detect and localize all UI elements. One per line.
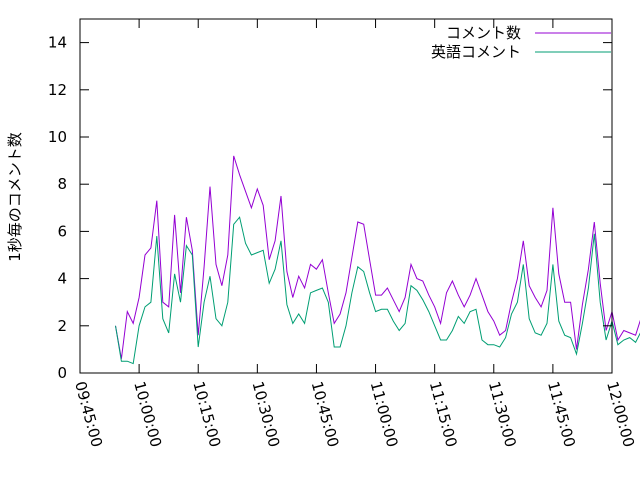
x-tick-label: 10:00:00 xyxy=(130,379,165,449)
y-tick-label: 2 xyxy=(57,317,67,335)
x-tick-label: 12:00:00 xyxy=(603,379,638,449)
x-tick-label: 11:30:00 xyxy=(485,379,520,449)
x-tick-label: 11:00:00 xyxy=(367,379,402,449)
series-line-2 xyxy=(116,217,640,363)
y-tick-label: 14 xyxy=(48,34,67,52)
x-tick-label: 09:45:00 xyxy=(71,379,106,449)
x-tick-label: 11:45:00 xyxy=(544,379,579,449)
y-axis: 0 2 4 6 8 10 12 14 xyxy=(48,34,612,382)
y-tick-label: 0 xyxy=(57,364,67,382)
y-tick-label: 4 xyxy=(57,270,67,288)
legend-label-2: 英語コメント xyxy=(431,43,521,61)
x-axis: 09:45:00 10:00:00 10:15:00 10:30:00 10:45:00… xyxy=(71,19,638,449)
y-axis-label: 1秒毎のコメント数 xyxy=(6,132,24,262)
x-tick-label: 10:30:00 xyxy=(248,379,283,449)
legend-label-1: コメント数 xyxy=(446,24,521,42)
plot-border xyxy=(80,19,612,373)
x-tick-label: 10:45:00 xyxy=(308,379,343,449)
x-tick-label: 10:15:00 xyxy=(189,379,224,449)
series-layer xyxy=(116,156,640,364)
x-tick-label: 11:15:00 xyxy=(426,379,461,449)
y-tick-label: 6 xyxy=(57,222,67,240)
y-tick-label: 10 xyxy=(48,128,67,146)
y-tick-label: 8 xyxy=(57,175,67,193)
y-tick-label: 12 xyxy=(48,81,67,99)
